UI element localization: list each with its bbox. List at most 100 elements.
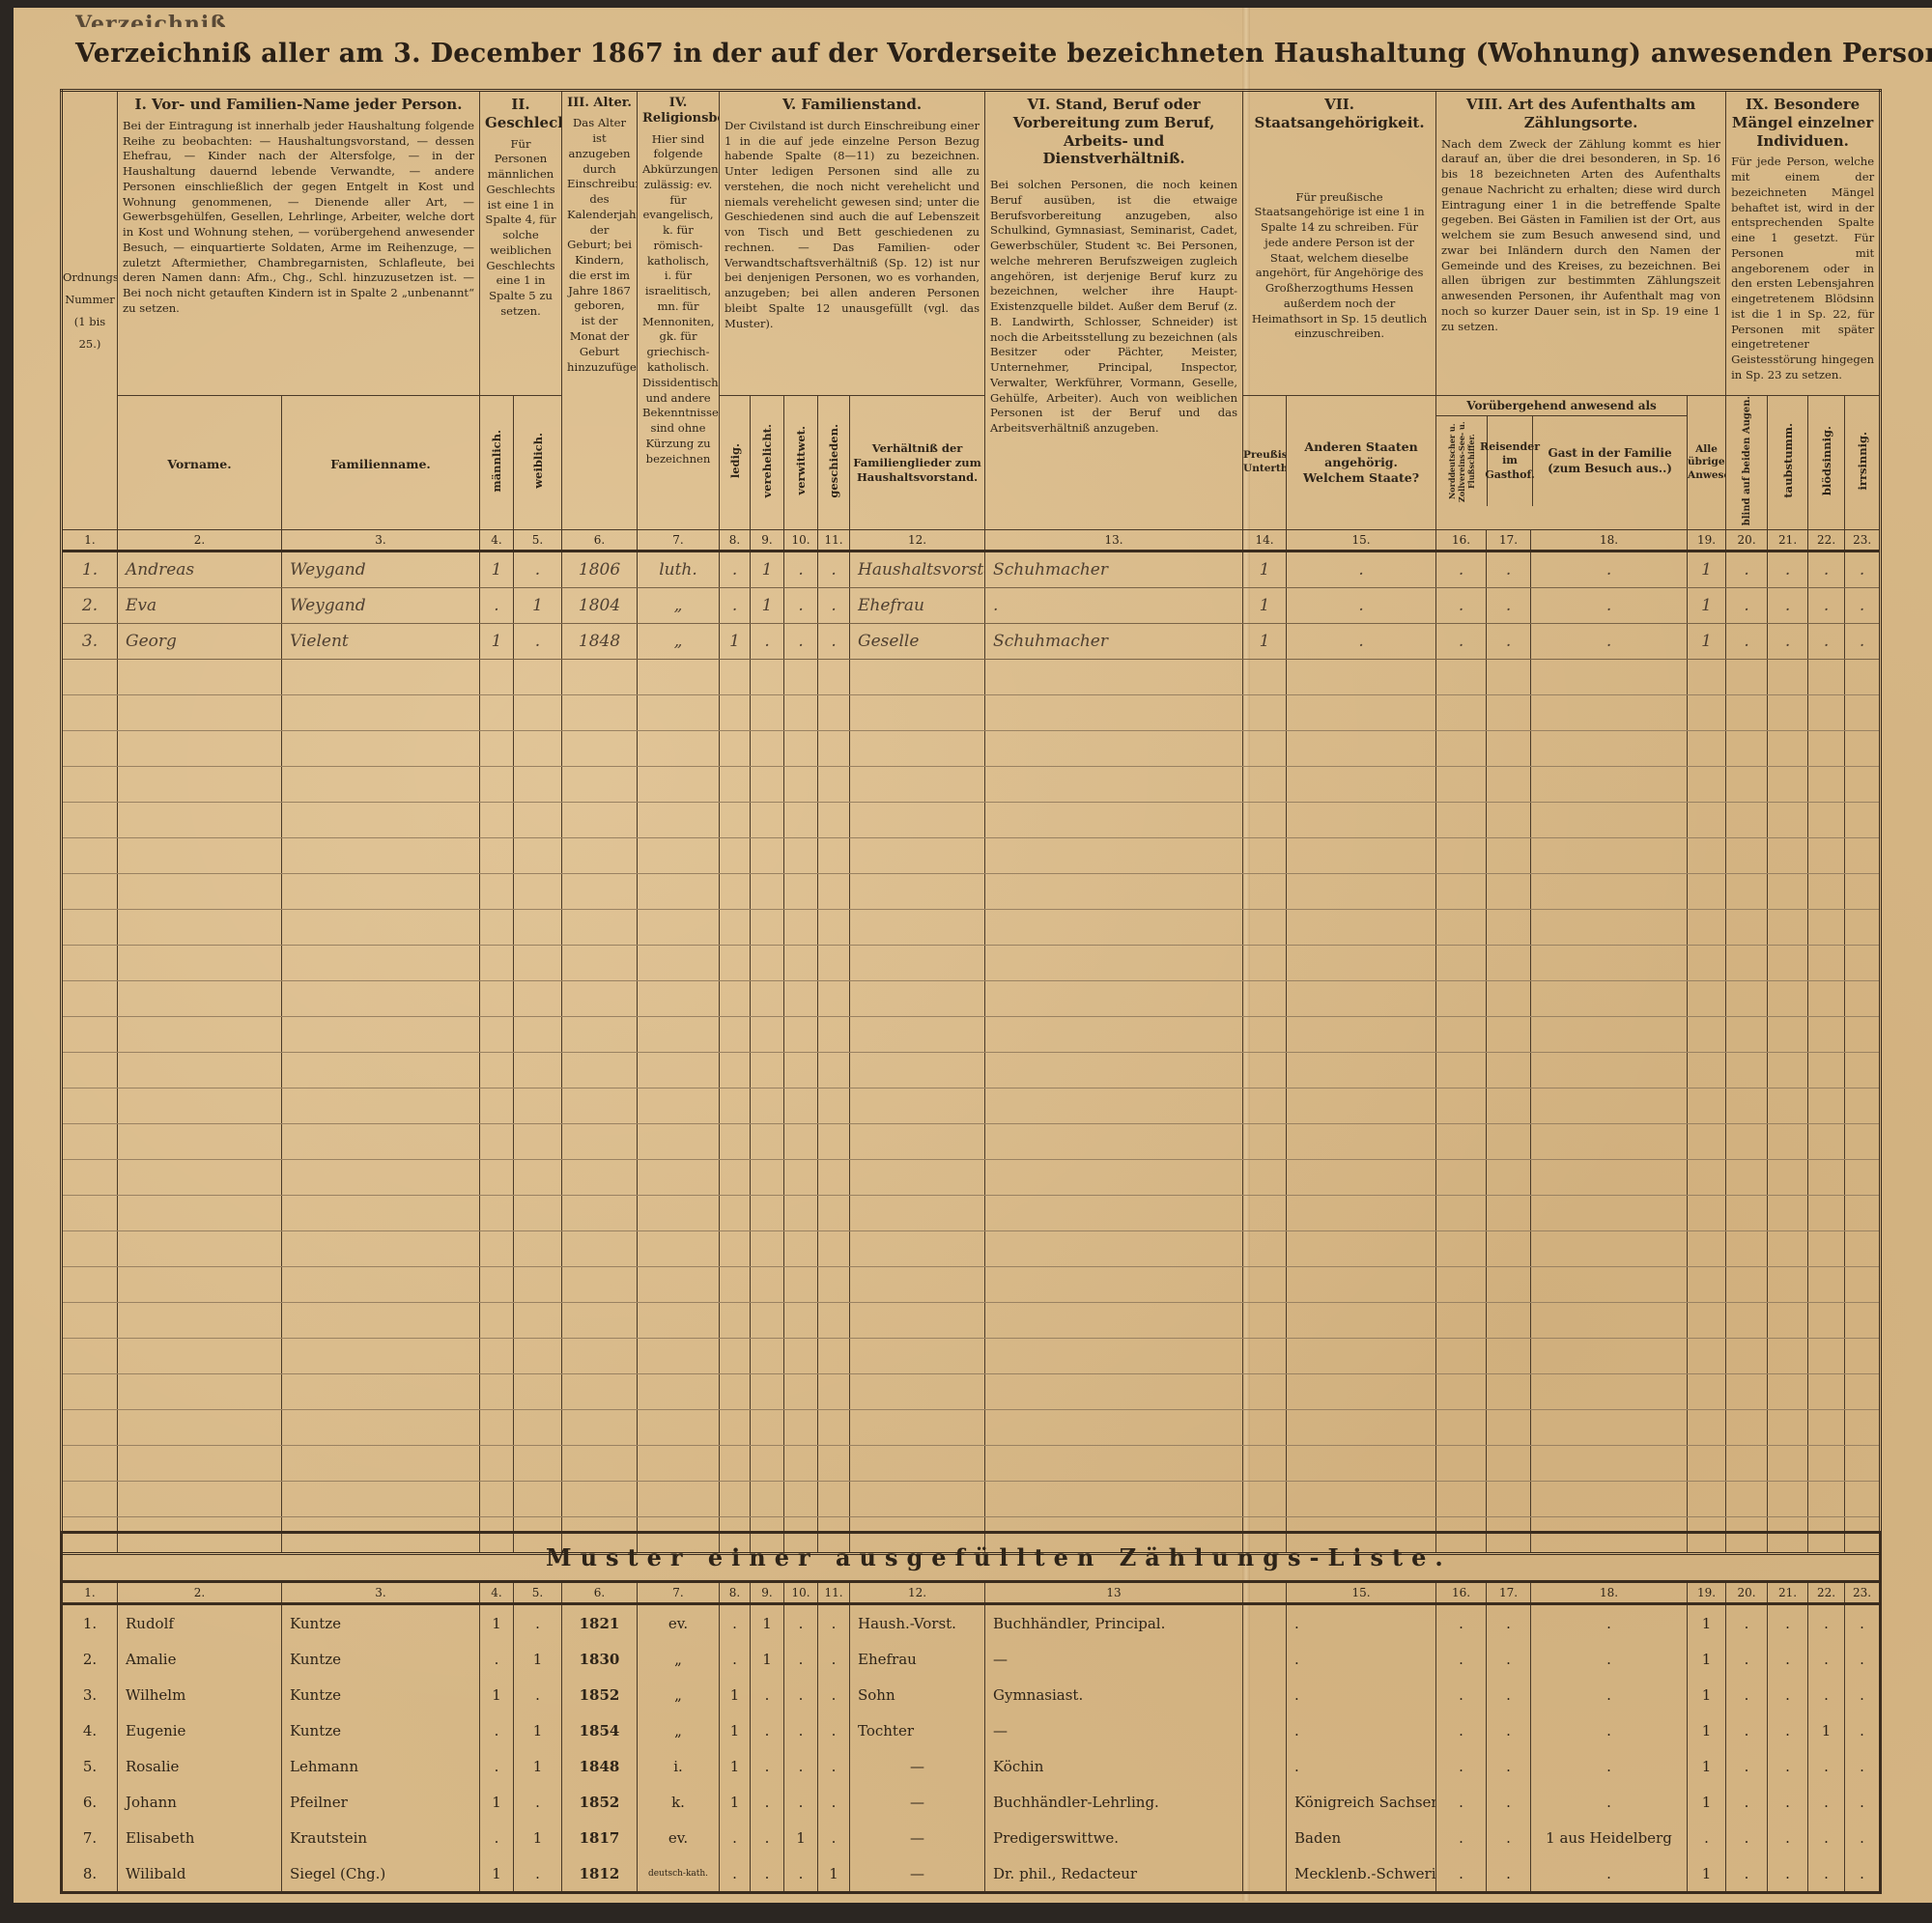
blank-cell-blind[interactable] bbox=[1725, 1445, 1769, 1483]
blank-cell-beruf[interactable] bbox=[984, 802, 1244, 839]
blank-cell-schiffer[interactable] bbox=[1435, 1266, 1488, 1304]
blank-cell-ledig[interactable] bbox=[719, 1159, 752, 1197]
blank-cell-maennlich[interactable] bbox=[479, 1409, 514, 1447]
blank-cell-staat[interactable] bbox=[1286, 694, 1437, 732]
blank-cell-geburtsjahr[interactable] bbox=[561, 1302, 639, 1340]
entry-cell-ledig[interactable]: . bbox=[719, 587, 752, 625]
blank-cell-schiffer[interactable] bbox=[1435, 766, 1488, 804]
blank-cell-weiblich[interactable] bbox=[512, 1445, 563, 1483]
blank-cell-religion[interactable] bbox=[637, 837, 721, 875]
blank-cell-beruf[interactable] bbox=[984, 1302, 1244, 1340]
blank-cell-verwittwet[interactable] bbox=[783, 909, 819, 947]
blank-cell-verwittwet[interactable] bbox=[783, 766, 819, 804]
entry-cell-staat[interactable]: . bbox=[1286, 551, 1437, 589]
blank-cell-weiblich[interactable] bbox=[512, 1373, 563, 1411]
entry-cell-preussisch[interactable]: 1 bbox=[1242, 587, 1288, 625]
blank-cell-preussisch[interactable] bbox=[1242, 1373, 1288, 1411]
blank-cell-geburtsjahr[interactable] bbox=[561, 837, 639, 875]
blank-cell-familienname[interactable] bbox=[281, 1230, 480, 1268]
blank-cell-reisender[interactable] bbox=[1486, 1266, 1532, 1304]
blank-cell-reisender[interactable] bbox=[1486, 1016, 1532, 1054]
blank-cell-ledig[interactable] bbox=[719, 1481, 752, 1518]
blank-cell-beruf[interactable] bbox=[984, 1195, 1244, 1232]
blank-cell-taubstumm[interactable] bbox=[1767, 1052, 1809, 1089]
blank-cell-uebrige[interactable] bbox=[1687, 1338, 1727, 1375]
blank-cell-irrsinnig[interactable] bbox=[1844, 1445, 1882, 1483]
blank-cell-preussisch[interactable] bbox=[1242, 873, 1288, 911]
blank-cell-blind[interactable] bbox=[1725, 802, 1769, 839]
blank-cell-verehelicht[interactable] bbox=[750, 945, 785, 982]
blank-cell-uebrige[interactable] bbox=[1687, 1266, 1727, 1304]
blank-cell-verehelicht[interactable] bbox=[750, 1123, 785, 1161]
blank-cell-familienname[interactable] bbox=[281, 945, 480, 982]
blank-cell-staat[interactable] bbox=[1286, 1123, 1437, 1161]
blank-cell-religion[interactable] bbox=[637, 945, 721, 982]
blank-cell-beruf[interactable] bbox=[984, 1409, 1244, 1447]
blank-cell-staat[interactable] bbox=[1286, 1445, 1437, 1483]
blank-cell-geschieden[interactable] bbox=[817, 766, 851, 804]
blank-cell-reisender[interactable] bbox=[1486, 1373, 1532, 1411]
blank-cell-gast[interactable] bbox=[1530, 909, 1689, 947]
blank-cell-nr[interactable] bbox=[61, 837, 118, 875]
blank-cell-ledig[interactable] bbox=[719, 1230, 752, 1268]
blank-cell-bloedsinnig[interactable] bbox=[1807, 802, 1846, 839]
blank-cell-reisender[interactable] bbox=[1486, 694, 1532, 732]
blank-cell-verhaeltniss[interactable] bbox=[849, 1266, 986, 1304]
blank-cell-vorname[interactable] bbox=[117, 766, 282, 804]
blank-cell-geburtsjahr[interactable] bbox=[561, 1409, 639, 1447]
blank-cell-verehelicht[interactable] bbox=[750, 1088, 785, 1125]
blank-cell-preussisch[interactable] bbox=[1242, 1123, 1288, 1161]
blank-cell-blind[interactable] bbox=[1725, 980, 1769, 1018]
blank-cell-nr[interactable] bbox=[61, 1088, 118, 1125]
blank-cell-uebrige[interactable] bbox=[1687, 945, 1727, 982]
blank-cell-ledig[interactable] bbox=[719, 873, 752, 911]
blank-cell-taubstumm[interactable] bbox=[1767, 659, 1809, 696]
blank-cell-weiblich[interactable] bbox=[512, 873, 563, 911]
blank-cell-nr[interactable] bbox=[61, 730, 118, 768]
blank-cell-irrsinnig[interactable] bbox=[1844, 802, 1882, 839]
blank-cell-vorname[interactable] bbox=[117, 659, 282, 696]
blank-cell-religion[interactable] bbox=[637, 1088, 721, 1125]
blank-cell-geburtsjahr[interactable] bbox=[561, 1266, 639, 1304]
blank-cell-beruf[interactable] bbox=[984, 945, 1244, 982]
blank-cell-geschieden[interactable] bbox=[817, 1266, 851, 1304]
blank-cell-uebrige[interactable] bbox=[1687, 1445, 1727, 1483]
blank-cell-nr[interactable] bbox=[61, 1266, 118, 1304]
blank-cell-gast[interactable] bbox=[1530, 1266, 1689, 1304]
blank-cell-schiffer[interactable] bbox=[1435, 694, 1488, 732]
blank-cell-bloedsinnig[interactable] bbox=[1807, 873, 1846, 911]
blank-cell-maennlich[interactable] bbox=[479, 1052, 514, 1089]
blank-cell-ledig[interactable] bbox=[719, 980, 752, 1018]
blank-cell-vorname[interactable] bbox=[117, 1159, 282, 1197]
blank-cell-religion[interactable] bbox=[637, 730, 721, 768]
blank-cell-staat[interactable] bbox=[1286, 1373, 1437, 1411]
blank-cell-uebrige[interactable] bbox=[1687, 766, 1727, 804]
blank-cell-schiffer[interactable] bbox=[1435, 980, 1488, 1018]
blank-cell-geschieden[interactable] bbox=[817, 802, 851, 839]
blank-cell-taubstumm[interactable] bbox=[1767, 730, 1809, 768]
blank-cell-weiblich[interactable] bbox=[512, 802, 563, 839]
blank-cell-staat[interactable] bbox=[1286, 945, 1437, 982]
blank-cell-verwittwet[interactable] bbox=[783, 1230, 819, 1268]
blank-cell-religion[interactable] bbox=[637, 802, 721, 839]
blank-cell-schiffer[interactable] bbox=[1435, 1445, 1488, 1483]
blank-cell-vorname[interactable] bbox=[117, 837, 282, 875]
entry-cell-taubstumm[interactable]: . bbox=[1767, 551, 1809, 589]
blank-cell-reisender[interactable] bbox=[1486, 730, 1532, 768]
blank-cell-gast[interactable] bbox=[1530, 1445, 1689, 1483]
blank-cell-familienname[interactable] bbox=[281, 1481, 480, 1518]
blank-cell-ledig[interactable] bbox=[719, 1123, 752, 1161]
blank-cell-weiblich[interactable] bbox=[512, 837, 563, 875]
blank-cell-religion[interactable] bbox=[637, 1445, 721, 1483]
blank-cell-gast[interactable] bbox=[1530, 694, 1689, 732]
blank-cell-verwittwet[interactable] bbox=[783, 1445, 819, 1483]
blank-cell-uebrige[interactable] bbox=[1687, 802, 1727, 839]
blank-cell-geschieden[interactable] bbox=[817, 1409, 851, 1447]
blank-cell-reisender[interactable] bbox=[1486, 766, 1532, 804]
blank-cell-religion[interactable] bbox=[637, 1338, 721, 1375]
blank-cell-bloedsinnig[interactable] bbox=[1807, 1016, 1846, 1054]
entry-cell-religion[interactable]: „ bbox=[637, 623, 721, 661]
blank-cell-familienname[interactable] bbox=[281, 766, 480, 804]
blank-cell-staat[interactable] bbox=[1286, 1409, 1437, 1447]
blank-cell-gast[interactable] bbox=[1530, 837, 1689, 875]
